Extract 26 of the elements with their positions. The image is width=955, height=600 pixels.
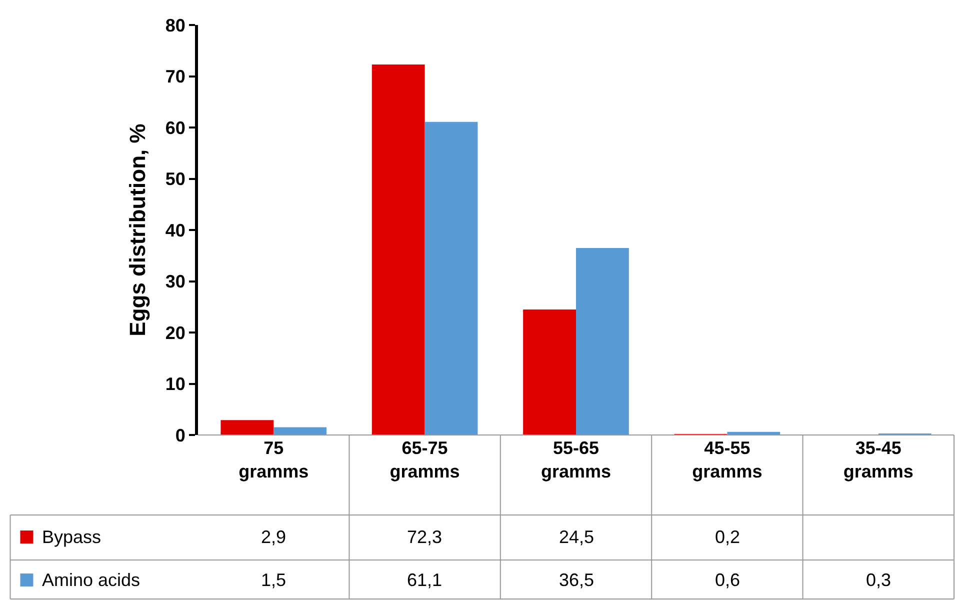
- data-label: 2,9: [261, 527, 286, 547]
- data-label: 1,5: [261, 570, 286, 590]
- y-tick-label: 30: [165, 272, 186, 292]
- y-axis-title: Eggs distribution, %: [125, 124, 150, 336]
- x-tick-label: 45-55 gramms: [692, 438, 762, 482]
- y-tick-label: 60: [165, 118, 186, 138]
- y-tick-label: 70: [165, 66, 186, 87]
- y-tick-label: 20: [165, 322, 186, 343]
- y-tick-label: 0: [175, 425, 186, 446]
- y-tick-label: 40: [165, 220, 186, 240]
- data-label: 72,3: [407, 527, 442, 547]
- data-label: 24,5: [559, 527, 594, 547]
- x-tick-label: 35-45 gramms: [843, 438, 914, 482]
- legend-label: Amino acids: [42, 570, 140, 590]
- data-label: 36,5: [559, 570, 594, 590]
- x-tick-label: 75 gramms: [238, 438, 309, 482]
- x-tick-label: 55-65 gramms: [540, 438, 612, 482]
- data-label: 0,3: [866, 570, 892, 590]
- x-tick-label: 65-75 gramms: [390, 438, 460, 482]
- data-label: 0,2: [715, 527, 740, 547]
- data-label: 0,6: [715, 570, 740, 590]
- legend-label: Bypass: [42, 527, 102, 547]
- y-tick-label: 50: [165, 169, 186, 190]
- data-label: 61,1: [407, 570, 442, 590]
- y-tick-label: 10: [165, 374, 186, 394]
- y-tick-label: 80: [165, 15, 186, 36]
